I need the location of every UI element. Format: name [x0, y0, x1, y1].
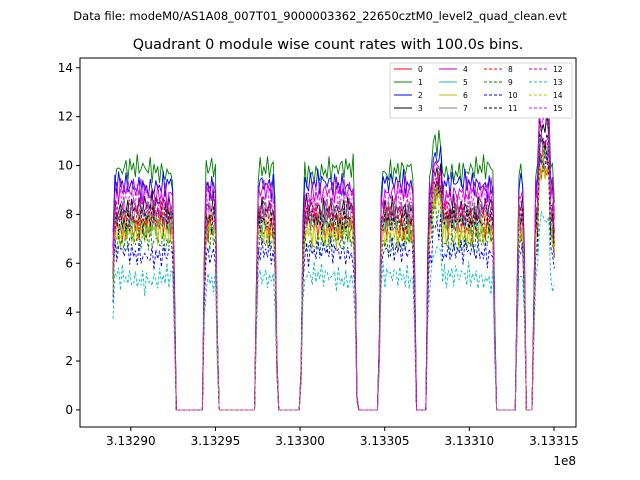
plot-area [79, 57, 577, 428]
legend-label-9: 9 [508, 78, 513, 87]
legend-label-3: 3 [418, 104, 423, 113]
legend-label-1: 1 [418, 78, 423, 87]
x-axis: 3.13290 3.13295 3.13300 3.13305 3.13310 3.133… [106, 427, 579, 448]
legend-label-5: 5 [463, 78, 468, 87]
legend-label-10: 10 [508, 91, 518, 100]
y-tick-label: 2 [65, 354, 73, 368]
y-tick-label: 12 [58, 110, 73, 124]
y-axis: 0 2 4 6 8 10 12 14 [58, 61, 80, 417]
y-tick-label: 4 [65, 305, 73, 319]
legend-label-14: 14 [553, 91, 563, 100]
y-tick-label: 6 [65, 256, 73, 270]
chart-title: Quadrant 0 module wise count rates with … [133, 37, 524, 53]
x-axis-offset-label: 1e8 [553, 454, 576, 468]
x-tick-label: 3.13300 [275, 434, 325, 448]
series-line-15 [112, 111, 555, 411]
plot-frame [79, 57, 577, 428]
y-tick-label: 0 [65, 403, 73, 417]
legend-label-4: 4 [463, 65, 468, 74]
legend-label-0: 0 [418, 65, 423, 74]
legend-box [389, 62, 573, 119]
x-tick-label: 3.13310 [445, 434, 495, 448]
legend-label-8: 8 [508, 65, 513, 74]
legend-label-6: 6 [463, 91, 468, 100]
series-layer [112, 94, 555, 411]
legend-label-7: 7 [463, 104, 468, 113]
x-tick-label: 3.13295 [191, 434, 241, 448]
legend-label-11: 11 [508, 104, 518, 113]
legend-label-15: 15 [553, 104, 563, 113]
y-tick-label: 8 [65, 207, 73, 221]
data-file-label: Data file: modeM0/AS1A08_007T01_90000033… [73, 9, 567, 23]
x-tick-label: 3.13305 [360, 434, 410, 448]
legend-label-13: 13 [553, 78, 563, 87]
series-line-9 [112, 148, 555, 411]
y-tick-label: 14 [58, 61, 73, 75]
y-tick-label: 10 [58, 159, 73, 173]
legend-label-12: 12 [553, 65, 563, 74]
legend-label-2: 2 [418, 91, 423, 100]
series-line-12 [112, 128, 555, 411]
x-tick-label: 3.13290 [106, 434, 156, 448]
x-tick-label: 3.13315 [529, 434, 579, 448]
